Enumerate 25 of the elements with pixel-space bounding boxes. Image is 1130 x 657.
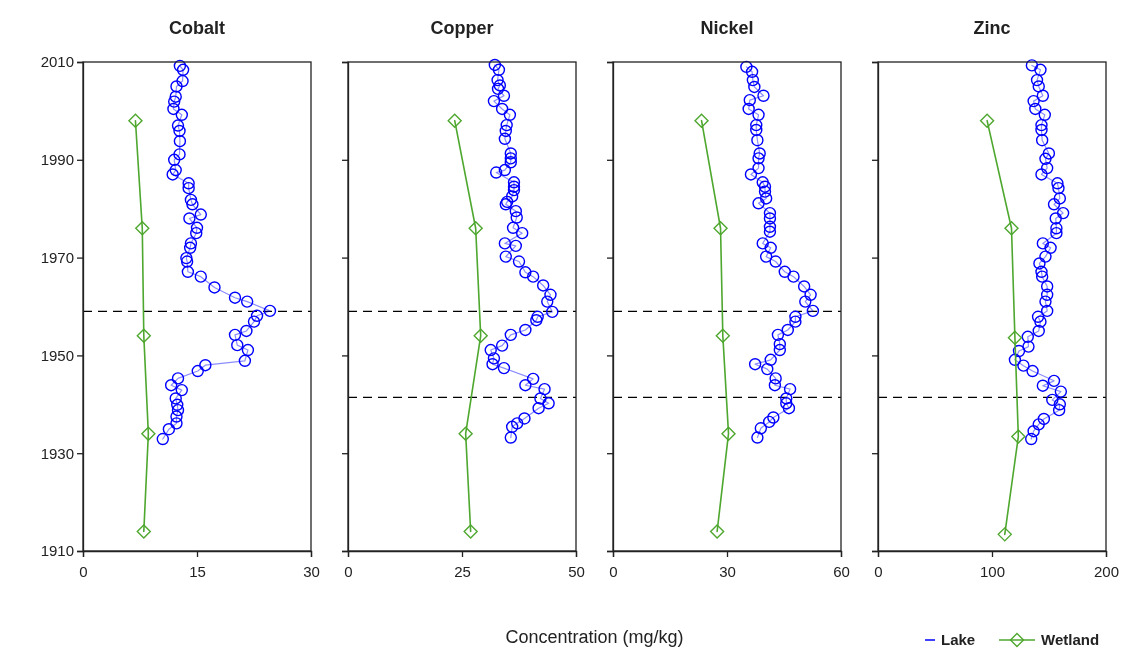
x-tick-label: 200 — [1093, 562, 1120, 580]
chart-title: Cobalt — [169, 18, 225, 38]
y-tick-label: 1910 — [40, 542, 74, 560]
y-tick-label: 1950 — [40, 346, 74, 364]
y-tick-label: 2010 — [40, 53, 74, 71]
x-axis-title: Concentration (mg/kg) — [505, 627, 684, 647]
y-tick-label: 1930 — [40, 444, 74, 462]
x-tick-label: 60 — [833, 562, 850, 580]
x-tick-label: 15 — [189, 562, 206, 580]
chart-title: Copper — [430, 18, 494, 38]
chart-title: Nickel — [700, 18, 754, 38]
y-tick-label: 1990 — [40, 151, 74, 169]
legend-label: Lake — [941, 631, 976, 648]
x-tick-label: 50 — [568, 562, 585, 580]
x-tick-label: 0 — [79, 562, 88, 580]
x-tick-label: 30 — [719, 562, 736, 580]
y-tick-label: 1970 — [40, 248, 74, 266]
legend-label: Wetland — [1041, 631, 1100, 648]
x-tick-label: 100 — [979, 562, 1006, 580]
chart-title: Zinc — [973, 18, 1011, 38]
x-tick-label: 30 — [303, 562, 320, 580]
x-tick-label: 0 — [344, 562, 353, 580]
x-tick-label: 25 — [454, 562, 471, 580]
x-tick-label: 0 — [609, 562, 618, 580]
x-tick-label: 0 — [874, 562, 883, 580]
